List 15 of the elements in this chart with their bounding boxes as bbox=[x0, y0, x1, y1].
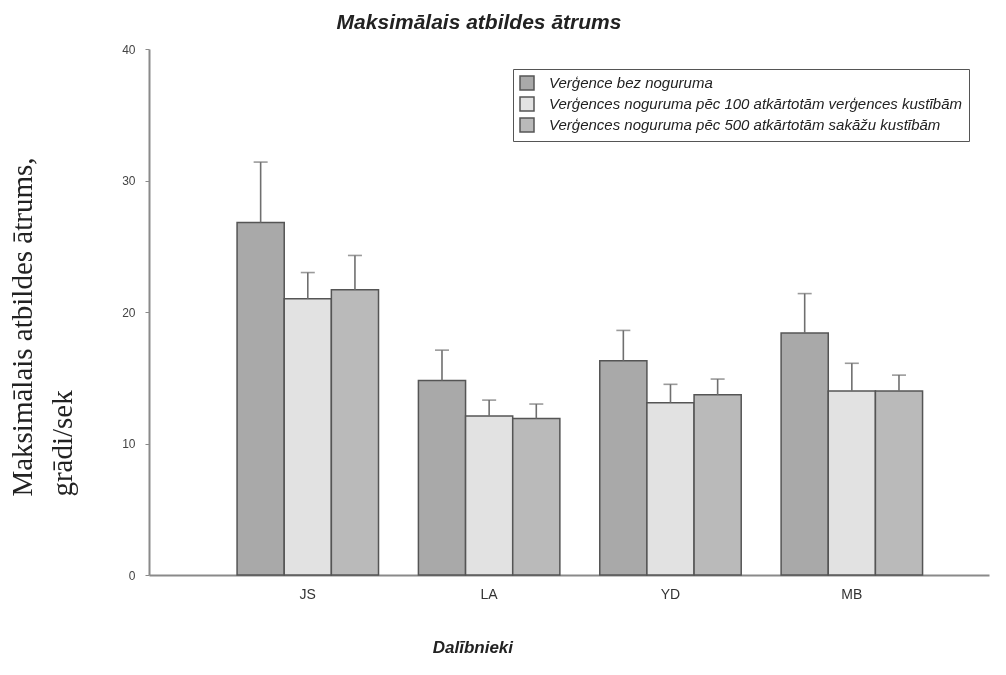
x-tick-label: MB bbox=[841, 585, 863, 602]
y-axis-title: Maksimālais atbildes ātrums, grādi/sek bbox=[6, 157, 79, 497]
x-axis-title: Dalībnieki bbox=[432, 637, 515, 657]
chart-title: Maksimālais atbildes ātrums bbox=[336, 10, 622, 33]
y-tick-label: 10 bbox=[122, 437, 136, 451]
legend-label: Verģence bez noguruma bbox=[549, 74, 713, 91]
x-tick-label: YD bbox=[660, 585, 681, 602]
y-tick-label: 40 bbox=[122, 42, 136, 57]
x-tick-label: JS bbox=[299, 585, 316, 602]
y-tick-label: 20 bbox=[122, 305, 136, 320]
y-tick-label: 30 bbox=[122, 174, 136, 188]
x-tick-label: LA bbox=[480, 585, 499, 602]
legend-label: Verģences noguruma pēc 500 atkārtotām sakāžu kustībām bbox=[549, 116, 941, 133]
y-tick-label: 0 bbox=[128, 568, 136, 583]
legend-label: Verģences noguruma pēc 100 atkārtotām verģences kustībām bbox=[549, 95, 963, 112]
